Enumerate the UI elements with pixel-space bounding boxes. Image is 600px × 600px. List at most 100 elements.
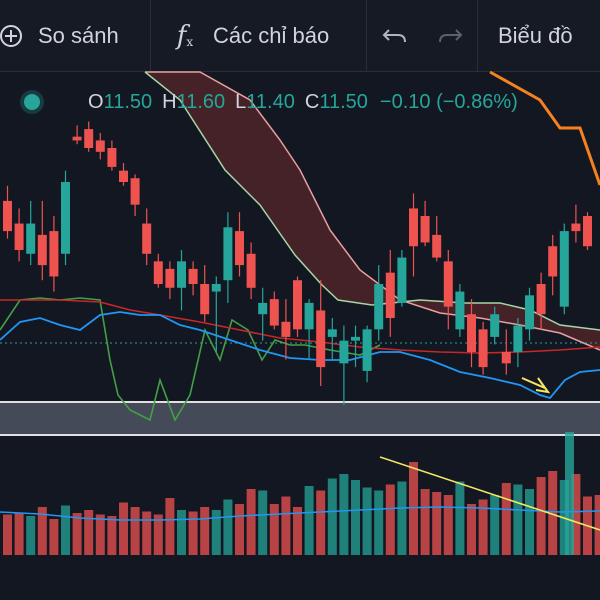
volume-bar [3, 514, 12, 555]
candle-body [455, 291, 465, 330]
compare-label: So sánh [38, 22, 119, 48]
volume-bar [339, 474, 349, 555]
candle-body [37, 234, 47, 266]
volume-bar [200, 507, 210, 555]
ma-red-line [0, 299, 600, 354]
orange-trend-line [489, 70, 600, 186]
candle-body [559, 231, 569, 307]
chart-type-button[interactable]: Biểu đồ [478, 0, 598, 71]
chart-type-label: Biểu đồ [498, 22, 573, 48]
open-key: O [88, 90, 104, 113]
candle-body [165, 268, 175, 288]
volume-bar [362, 487, 372, 555]
volume-bar [316, 490, 326, 555]
volume-bar [281, 496, 291, 555]
candle-body [258, 302, 268, 315]
volume-ma-line [0, 506, 600, 521]
candle-body [95, 140, 105, 152]
volume-bar [455, 481, 465, 555]
toolbar-divider [366, 0, 367, 72]
high-key: H [162, 90, 177, 113]
candle-body [269, 299, 279, 326]
candle-body [374, 284, 384, 330]
volume-bar [432, 492, 442, 555]
volume-bar [130, 507, 140, 555]
candle-body [490, 314, 500, 337]
volume-bar [211, 510, 221, 555]
candle-body [72, 136, 82, 141]
volume-bar [397, 481, 407, 555]
candle-body [316, 310, 326, 368]
volume-bar [235, 504, 244, 555]
status-dot [24, 94, 40, 110]
redo-icon [436, 24, 464, 48]
volume-bar [188, 511, 198, 555]
ichimoku-cloud [145, 72, 600, 350]
undo-button[interactable] [367, 0, 422, 71]
volume-bar [119, 502, 128, 555]
volume-bar [420, 489, 430, 555]
cloud-upper-line [145, 71, 600, 351]
signal-arrow [521, 377, 551, 394]
volume-bar [536, 477, 546, 555]
volume-bar [246, 489, 256, 555]
volume-bar [409, 462, 418, 555]
volume-bar [61, 505, 70, 555]
candle-body [26, 223, 36, 254]
candle-body [548, 246, 558, 277]
candle-body [536, 284, 546, 315]
volume-bar [490, 495, 500, 555]
candle-body [61, 182, 70, 254]
volume-bar [513, 484, 523, 555]
high-value: 11.60 [176, 90, 226, 113]
candle-body [293, 280, 302, 330]
candle-body [153, 261, 163, 284]
toolbar-divider [477, 0, 478, 72]
volume-bar [443, 495, 453, 555]
candle-body [107, 148, 117, 167]
volume-bar [177, 510, 186, 555]
redo-button[interactable] [422, 0, 477, 71]
candle-body [351, 336, 360, 341]
candle-body [14, 223, 24, 250]
volume-trend-line [379, 456, 600, 531]
volume-bar [374, 490, 384, 555]
volume-bar [26, 516, 36, 555]
volume-bar [84, 510, 94, 555]
volume-bar [258, 490, 268, 555]
close-value: 11.50 [319, 90, 368, 113]
volume-bar [37, 507, 47, 555]
volume-bar [478, 499, 488, 555]
candle-body [304, 302, 314, 330]
compare-button[interactable]: So sánh [0, 0, 150, 71]
low-value: 11.40 [246, 90, 295, 113]
candle-body [119, 170, 128, 182]
open-value: 11.50 [103, 90, 153, 113]
candle-body [501, 352, 511, 364]
candle-body [177, 261, 186, 288]
candle-body [84, 129, 94, 148]
candle-body [362, 329, 372, 371]
candle-body [525, 295, 534, 330]
volume-bar [351, 480, 360, 555]
toolbar-divider [150, 0, 151, 72]
volume-bar [223, 499, 233, 555]
candle-body [409, 208, 418, 247]
candle-body [571, 223, 581, 232]
candle-body [281, 321, 291, 337]
function-glyph: f [176, 20, 187, 51]
candle-body [513, 325, 523, 352]
undo-icon [381, 24, 409, 48]
volume-bar [72, 513, 82, 555]
candle-body [246, 253, 256, 288]
ma-blue-line [0, 311, 600, 400]
candle-body [443, 261, 453, 307]
candle-body [327, 329, 337, 337]
ohlc-legend: O 11.50 H 11.60 L 11.40 C 11.50 −0.10 (−0.86… [24, 88, 518, 116]
volume-bar [501, 483, 511, 555]
volume-bar [153, 514, 163, 555]
